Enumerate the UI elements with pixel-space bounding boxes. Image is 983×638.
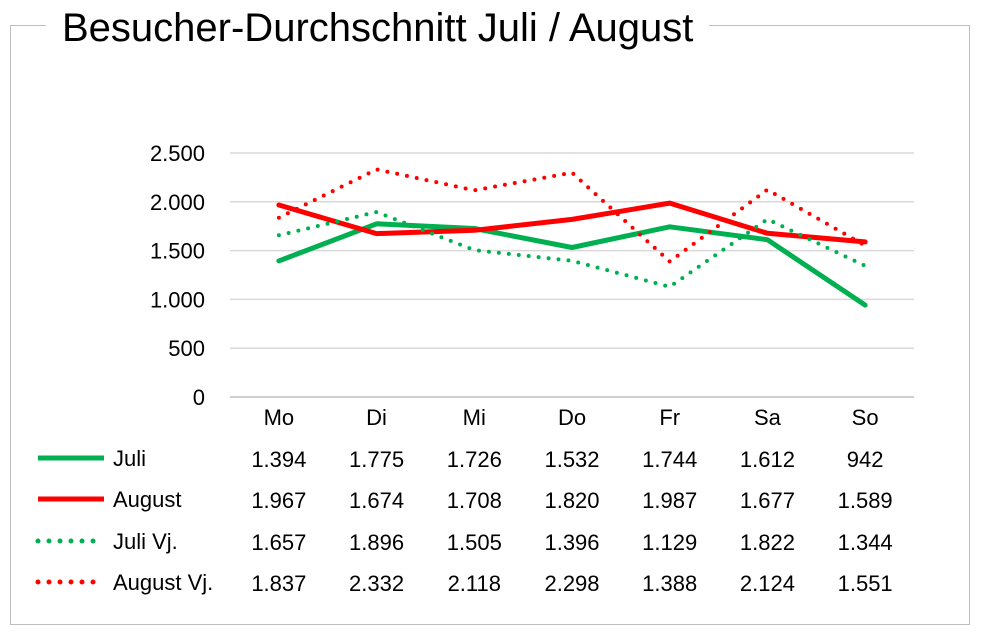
legend-label: August Vj. xyxy=(113,570,213,595)
y-tick-label: 0 xyxy=(193,385,205,410)
data-table-cell: 1.775 xyxy=(349,447,404,472)
data-table-cell: 1.589 xyxy=(838,488,893,513)
x-tick-label: Mo xyxy=(264,405,295,430)
data-table-cell: 1.744 xyxy=(642,447,697,472)
data-table-cell: 1.967 xyxy=(251,488,306,513)
data-table-cell: 1.396 xyxy=(544,530,599,555)
data-table-cell: 1.612 xyxy=(740,447,795,472)
data-table-cell: 1.388 xyxy=(642,571,697,596)
y-tick-label: 500 xyxy=(168,336,205,361)
data-table-cell: 1.505 xyxy=(447,530,502,555)
legend-label: Juli xyxy=(113,446,146,471)
y-tick-label: 2.000 xyxy=(150,190,205,215)
data-table-cell: 1.129 xyxy=(642,530,697,555)
x-tick-label: So xyxy=(852,405,879,430)
data-table-cell: 1.394 xyxy=(251,447,306,472)
x-tick-label: Sa xyxy=(754,405,782,430)
data-table-cell: 2.124 xyxy=(740,571,795,596)
y-tick-label: 1.500 xyxy=(150,239,205,264)
data-table-cell: 2.332 xyxy=(349,571,404,596)
series-line-2 xyxy=(276,200,868,245)
x-tick-label: Di xyxy=(366,405,387,430)
data-table-cell: 2.298 xyxy=(544,571,599,596)
data-table-cell: 1.708 xyxy=(447,488,502,513)
legend-label: August xyxy=(113,487,182,512)
y-tick-label: 2.500 xyxy=(150,141,205,166)
data-table-cell: 1.674 xyxy=(349,488,404,513)
data-table-cell: 1.726 xyxy=(447,447,502,472)
legend-label: Juli Vj. xyxy=(113,529,178,554)
series-line-1 xyxy=(276,221,868,308)
data-table-cell: 1.657 xyxy=(251,530,306,555)
x-tick-label: Mi xyxy=(463,405,486,430)
data-table-cell: 1.896 xyxy=(349,530,404,555)
data-table-cell: 942 xyxy=(847,447,884,472)
series-line-4 xyxy=(276,167,868,264)
x-tick-label: Fr xyxy=(659,405,680,430)
data-table-cell: 1.551 xyxy=(838,571,893,596)
data-table-cell: 1.344 xyxy=(838,530,893,555)
data-table-cell: 1.987 xyxy=(642,488,697,513)
data-table-cell: 1.820 xyxy=(544,488,599,513)
data-table-cell: 1.532 xyxy=(544,447,599,472)
data-table-cell: 1.822 xyxy=(740,530,795,555)
x-tick-label: Do xyxy=(558,405,586,430)
data-table-cell: 2.118 xyxy=(448,571,501,596)
series-line-3 xyxy=(276,210,868,289)
data-table-cell: 1.837 xyxy=(251,571,306,596)
chart-title: Besucher-Durchschnitt Juli / August xyxy=(46,2,710,54)
y-tick-label: 1.000 xyxy=(150,287,205,312)
data-table-cell: 1.677 xyxy=(740,488,795,513)
